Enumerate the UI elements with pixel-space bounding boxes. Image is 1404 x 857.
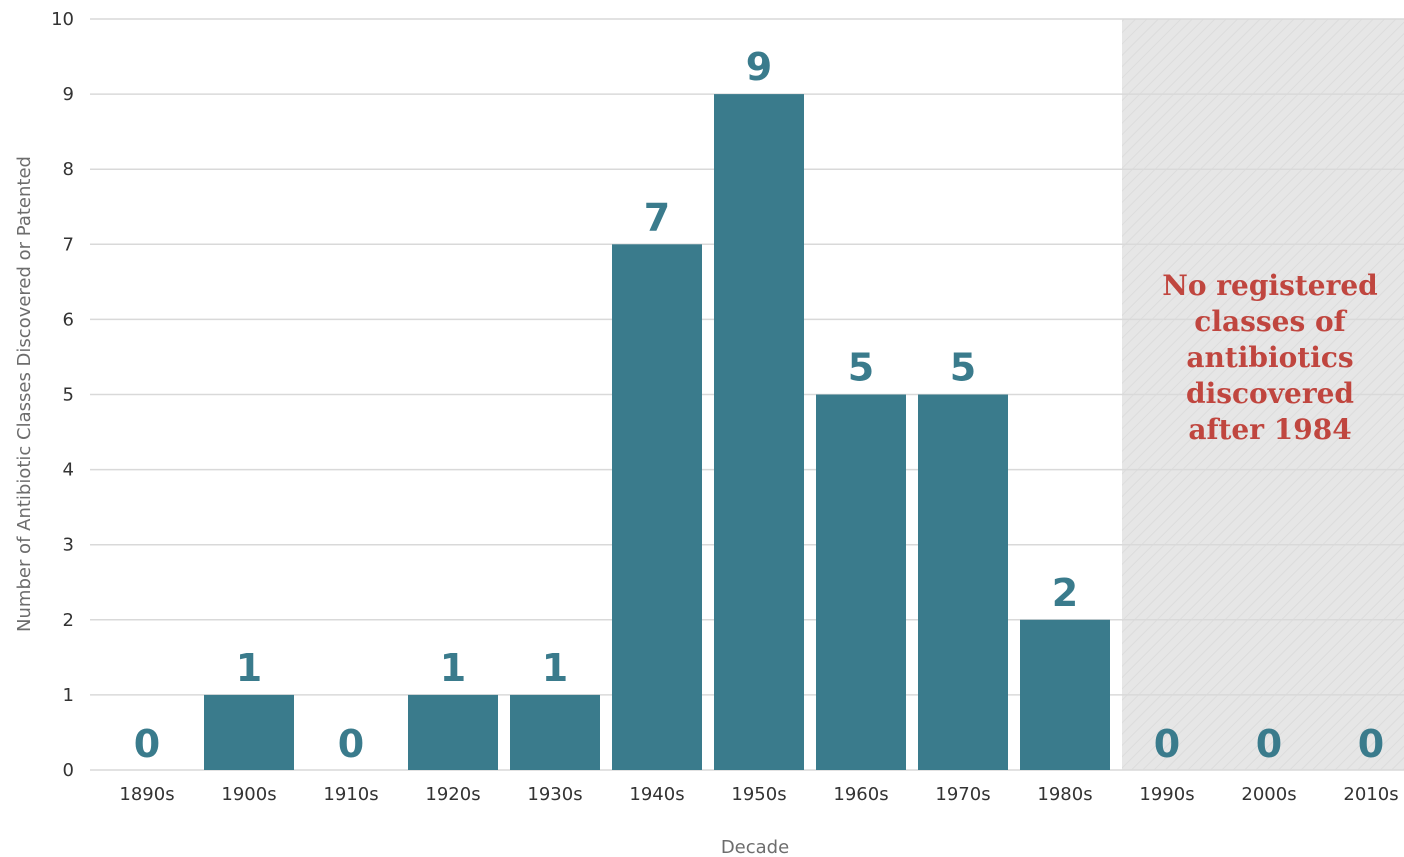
x-tick-label-1970s: 1970s (935, 784, 990, 805)
y-tick-label-7: 7 (63, 234, 74, 255)
x-tick-label-1930s: 1930s (527, 784, 582, 805)
data-label-2000s: 0 (1256, 722, 1282, 766)
data-label-1970s: 5 (950, 346, 976, 390)
y-tick-label-3: 3 (63, 535, 74, 556)
bar-1900s (204, 694, 294, 770)
y-tick-label-2: 2 (63, 610, 74, 631)
y-tick-label-8: 8 (63, 159, 74, 180)
x-tick-label-2000s: 2000s (1241, 784, 1296, 805)
data-label-1950s: 9 (746, 45, 772, 89)
data-label-1960s: 5 (848, 346, 874, 390)
x-tick-label-1960s: 1960s (833, 784, 888, 805)
annotation-line-4: discovered (1186, 377, 1354, 410)
annotation-line-3: antibiotics (1186, 341, 1353, 374)
data-label-1930s: 1 (542, 646, 568, 690)
x-tick-label-1980s: 1980s (1037, 784, 1092, 805)
y-tick-label-9: 9 (63, 84, 74, 105)
annotation-line-1: No registered (1162, 269, 1377, 302)
data-label-1990s: 0 (1154, 722, 1180, 766)
data-label-1980s: 2 (1052, 571, 1078, 615)
y-tick-label-1: 1 (63, 685, 74, 706)
data-label-1920s: 1 (440, 646, 466, 690)
annotation-line-2: classes of (1194, 305, 1347, 338)
x-tick-label-1890s: 1890s (119, 784, 174, 805)
y-axis-ticks: 0 1 2 3 4 5 6 7 8 9 10 (51, 9, 74, 781)
x-tick-label-1920s: 1920s (425, 784, 480, 805)
y-axis-title: Number of Antibiotic Classes Discovered … (14, 156, 35, 632)
data-label-2010s: 0 (1358, 722, 1384, 766)
x-tick-label-1990s: 1990s (1139, 784, 1194, 805)
y-tick-label-0: 0 (63, 760, 74, 781)
x-axis-title: Decade (721, 837, 789, 857)
x-tick-label-1910s: 1910s (323, 784, 378, 805)
y-tick-label-6: 6 (63, 309, 74, 330)
data-label-1940s: 7 (644, 195, 670, 239)
bar-1960s (816, 394, 906, 770)
bar-1970s (918, 394, 1008, 770)
data-label-1900s: 1 (236, 646, 262, 690)
bars (204, 94, 1110, 771)
x-tick-label-1900s: 1900s (221, 784, 276, 805)
y-tick-label-10: 10 (51, 9, 74, 30)
x-tick-label-1950s: 1950s (731, 784, 786, 805)
bar-1980s (1020, 619, 1110, 770)
bar-1950s (714, 94, 804, 771)
data-label-1890s: 0 (134, 722, 160, 766)
y-tick-label-4: 4 (63, 460, 74, 481)
data-labels: 0 1 0 1 1 7 9 5 5 2 0 0 0 (134, 45, 1384, 766)
y-tick-label-5: 5 (63, 385, 74, 406)
x-tick-label-2010s: 2010s (1343, 784, 1398, 805)
bar-1940s (612, 244, 702, 771)
annotation-line-5: after 1984 (1188, 413, 1351, 446)
data-label-1910s: 0 (338, 722, 364, 766)
x-axis-ticks: 1890s 1900s 1910s 1920s 1930s 1940s 1950s 1960s… (119, 784, 1398, 805)
bar-1920s (408, 694, 498, 770)
bar-1930s (510, 694, 600, 770)
x-tick-label-1940s: 1940s (629, 784, 684, 805)
